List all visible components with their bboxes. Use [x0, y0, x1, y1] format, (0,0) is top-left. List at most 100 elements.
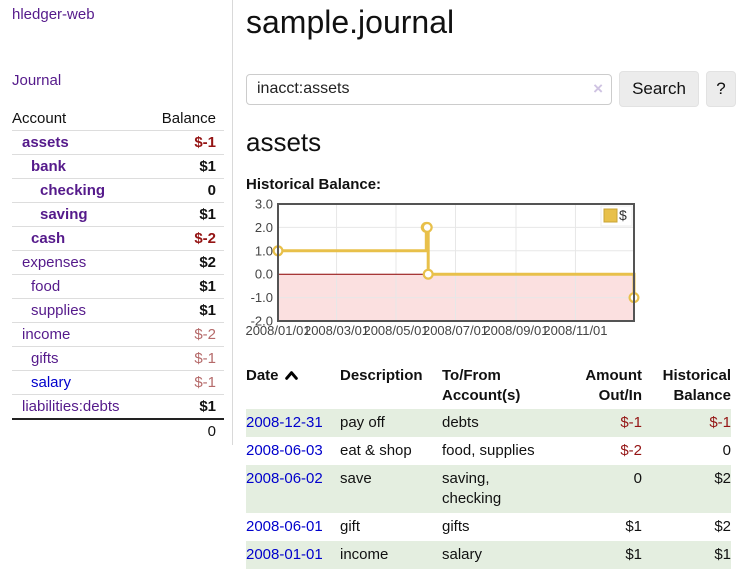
account-row: bank $1 — [12, 154, 224, 178]
search-input[interactable] — [246, 73, 612, 105]
sidebar-account-link[interactable]: expenses — [22, 254, 87, 271]
clear-search-icon[interactable]: × — [593, 79, 603, 99]
transaction-amount: $-2 — [620, 442, 642, 459]
account-row: saving $1 — [12, 202, 224, 226]
sidebar-account-link[interactable]: gifts — [31, 350, 59, 367]
account-balance: $-1 — [194, 134, 216, 151]
col-header-label-line2: Account(s) — [442, 387, 521, 404]
transaction-accounts: saving, checking — [442, 470, 502, 507]
col-header-description[interactable]: Description — [340, 363, 442, 409]
transaction-balance: $2 — [714, 470, 731, 487]
account-balance: $1 — [199, 206, 216, 223]
sidebar-account-link[interactable]: saving — [40, 206, 88, 223]
transaction-date-link[interactable]: 2008-12-31 — [246, 414, 323, 431]
sidebar-account-link[interactable]: food — [31, 278, 61, 295]
sidebar-account-link[interactable]: checking — [40, 182, 106, 199]
page-title: sample.journal — [246, 4, 455, 40]
col-header-date[interactable]: Date — [246, 363, 340, 409]
transaction-row: 2008-12-31 pay off debts $-1 $-1 — [246, 409, 731, 437]
sidebar-account-link[interactable]: bank — [31, 158, 67, 175]
transaction-amount: $-1 — [620, 414, 642, 431]
account-tree-body: assets $-1 bank $1 checking 0 saving $1 cash $-2 e… — [12, 130, 224, 418]
transaction-amount: $1 — [625, 546, 642, 563]
date-cell: 2008-06-03 — [246, 437, 340, 465]
col-header-amount[interactable]: Amount Out/In — [562, 363, 642, 409]
date-cell: 2008-01-01 — [246, 541, 340, 569]
y-axis-tick-label: 2.0 — [255, 220, 273, 235]
col-header-label: Description — [340, 367, 423, 384]
account-tree-header: Account Balance — [12, 107, 224, 130]
register-table: Date Description To/From Account(s) Amount Ou… — [246, 363, 731, 569]
search-input-wrap: × — [246, 73, 612, 105]
transaction-accounts: food, supplies — [442, 442, 535, 459]
col-header-label: To/From — [442, 367, 501, 384]
y-axis-tick-label: 0.0 — [255, 267, 273, 282]
transaction-balance: $-1 — [709, 414, 731, 431]
transaction-row: 2008-06-01 gift gifts $1 $2 — [246, 513, 731, 541]
y-axis-tick-label: -2.0 — [251, 314, 273, 329]
sidebar-account-link[interactable]: supplies — [31, 302, 87, 319]
transaction-row: 2008-06-03 eat & shop food, supplies $-2 0 — [246, 437, 731, 465]
transaction-description: gift — [340, 518, 361, 535]
account-column-header: Account — [12, 110, 67, 127]
account-row: food $1 — [12, 274, 224, 298]
account-row: cash $-2 — [12, 226, 224, 250]
app-title-link[interactable]: hledger-web — [12, 6, 95, 23]
help-button[interactable]: ? — [706, 71, 736, 107]
chart-title: Historical Balance: — [246, 176, 382, 193]
transaction-accounts: debts — [442, 414, 479, 431]
date-cell: 2008-12-31 — [246, 409, 340, 437]
col-header-to-from[interactable]: To/From Account(s) — [442, 363, 562, 409]
sidebar-account-link[interactable]: salary — [31, 374, 72, 391]
y-axis-tick-label: 3.0 — [255, 197, 273, 212]
transaction-balance: $2 — [714, 518, 731, 535]
transaction-date-link[interactable]: 2008-06-01 — [246, 518, 323, 535]
data-point-marker — [421, 221, 433, 233]
y-axis-tick-label: -1.0 — [251, 290, 273, 305]
account-balance: $1 — [199, 158, 216, 175]
col-header-label: Date — [246, 367, 279, 384]
account-balance: $-2 — [194, 326, 216, 343]
transaction-balance: $1 — [714, 546, 731, 563]
sidebar-account-link[interactable]: income — [22, 326, 71, 343]
search-button[interactable]: Search — [619, 71, 699, 107]
account-balance: $-2 — [194, 230, 216, 247]
date-cell: 2008-06-02 — [246, 465, 340, 513]
transaction-description: eat & shop — [340, 442, 412, 459]
transaction-description: income — [340, 546, 389, 563]
account-heading: assets — [246, 127, 322, 157]
y-axis-tick-label: 1.0 — [255, 243, 273, 258]
transaction-date-link[interactable]: 2008-06-03 — [246, 442, 323, 459]
account-row: gifts $-1 — [12, 346, 224, 370]
plot-border — [277, 203, 635, 322]
x-axis-tick-label: 2008/11/01 — [543, 323, 607, 338]
historical-balance-chart: $3.0 2.0 1.0 0.0 -1.0 -2.02008/01/012008/03/0… — [245, 197, 640, 338]
col-header-historical[interactable]: Historical Balance — [642, 363, 731, 409]
transaction-row: 2008-06-02 save saving, checking 0 $2 — [246, 465, 731, 513]
app-layout: hledger-web Journal Account Balance asse… — [0, 0, 742, 569]
transaction-date-link[interactable]: 2008-06-02 — [246, 470, 323, 487]
account-balance: $2 — [199, 254, 216, 271]
main-content: sample.journal × Search ? assets Histori… — [233, 0, 742, 569]
account-balance: $-1 — [194, 350, 216, 367]
transaction-date-link[interactable]: 2008-01-01 — [246, 546, 323, 563]
account-balance: $-1 — [194, 374, 216, 391]
col-header-label-line2: Balance — [673, 387, 731, 404]
sidebar-item-journal[interactable]: Journal — [12, 72, 62, 89]
balance-column-header: Balance — [161, 110, 216, 127]
sidebar-account-link[interactable]: cash — [31, 230, 66, 247]
legend-swatch — [603, 208, 618, 223]
col-header-label-line2: Out/In — [598, 387, 642, 404]
sidebar-account-link[interactable]: assets — [22, 134, 69, 151]
register-table-head: Date Description To/From Account(s) Amount Ou… — [246, 363, 731, 409]
transaction-description: pay off — [340, 414, 385, 431]
transaction-amount: 0 — [633, 470, 642, 487]
sort-ascending-icon — [284, 371, 298, 380]
transaction-row: 2008-01-01 income salary $1 $1 — [246, 541, 731, 569]
sidebar-account-link[interactable]: liabilities:debts — [22, 398, 120, 415]
sidebar: hledger-web Journal Account Balance asse… — [0, 0, 233, 445]
transaction-balance: 0 — [722, 442, 731, 459]
register-table-body: 2008-12-31 pay off debts $-1 $-1 2008-06-03 ea… — [246, 409, 731, 569]
legend-label: $ — [619, 207, 627, 223]
account-row: expenses $2 — [12, 250, 224, 274]
